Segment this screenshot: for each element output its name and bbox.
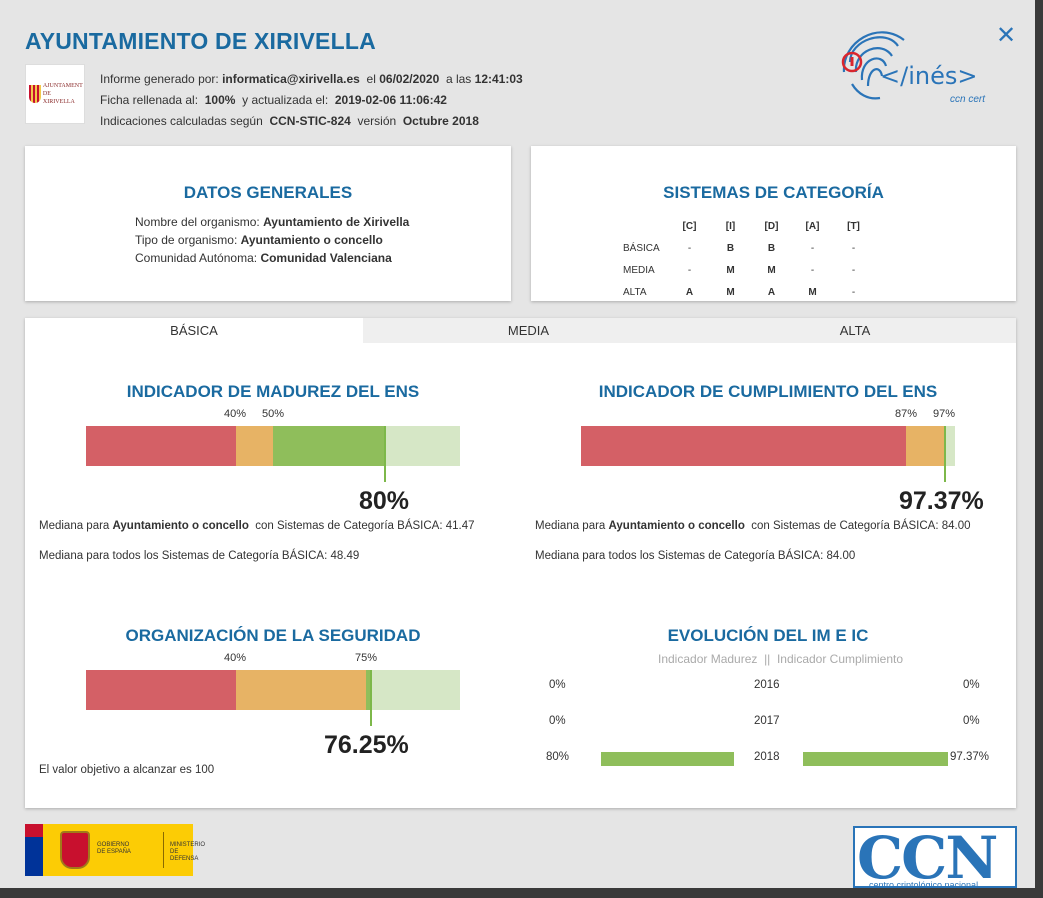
category-tabs: BÁSICA MEDIA ALTA xyxy=(25,318,1016,343)
evo-year: 2017 xyxy=(754,715,780,727)
madurez-marker xyxy=(384,426,387,482)
evo-im-bar xyxy=(601,752,734,766)
sistemas-title: SISTEMAS DE CATEGORÍA xyxy=(663,183,884,202)
cumplimiento-median-all: Mediana para todos los Sistemas de Categ… xyxy=(535,550,856,562)
madurez-value: 80% xyxy=(359,487,410,515)
evo-ic-bar xyxy=(803,752,948,766)
meta-date: 06/02/2020 xyxy=(379,72,440,86)
evo-im-value: 0% xyxy=(549,715,566,727)
bar-segment-green xyxy=(272,426,386,466)
sistemas-card: SISTEMAS DE CATEGORÍA [C] [I] [D] [A] [T… xyxy=(531,146,1016,301)
close-icon[interactable]: ✕ xyxy=(996,22,1017,49)
cumplimiento-tick-2: 97% xyxy=(933,408,956,420)
eu-flag-icon xyxy=(25,824,43,876)
organizacion-marker xyxy=(370,670,373,726)
meta-time: 12:41:03 xyxy=(474,72,523,86)
evo-ic-value: 97.37% xyxy=(950,751,990,763)
bar-segment-red xyxy=(581,426,907,466)
evo-im-value: 0% xyxy=(549,679,566,691)
meta-fill: 100% xyxy=(204,93,236,107)
ccn-logo-letters: CCN xyxy=(857,826,998,888)
coat-of-arms-icon xyxy=(60,831,90,869)
evo-ic-value: 0% xyxy=(963,679,980,691)
indicators-panel: BÁSICA MEDIA ALTA INDICADOR DE MADUREZ D… xyxy=(25,318,1016,808)
tab-media[interactable]: MEDIA xyxy=(363,318,694,343)
evo-year: 2016 xyxy=(754,679,780,691)
ines-logo-text: </inés> xyxy=(880,62,977,90)
dg-row: Comunidad Autónoma: Comunidad Valenciana xyxy=(135,251,392,265)
madurez-tick-2: 50% xyxy=(262,408,285,420)
bar-segment-red xyxy=(86,426,236,466)
organizacion-title: ORGANIZACIÓN DE LA SEGURIDAD xyxy=(125,626,421,645)
dg-row: Nombre del organismo: Ayuntamiento de Xi… xyxy=(135,215,410,229)
category-header-row: [C] [I] [D] [A] [T] xyxy=(623,216,873,236)
cumplimiento-median-type: Mediana para Ayuntamiento o concello con… xyxy=(535,520,971,532)
meta-updated: 2019-02-06 11:06:42 xyxy=(334,93,447,107)
crest-shield-icon xyxy=(29,85,41,103)
organizacion-note: El valor objetivo a alcanzar es 100 xyxy=(39,764,215,776)
organizacion-bar xyxy=(86,670,460,710)
category-table: [C] [I] [D] [A] [T] BÁSICA - B B - - MED… xyxy=(621,214,875,304)
meta-version: Octubre 2018 xyxy=(402,114,479,128)
crest-text-2: DE XIRIVELLA xyxy=(42,91,75,105)
cumplimiento-bar xyxy=(581,426,955,466)
table-row: ALTA A M A M - xyxy=(623,286,856,298)
ines-logo-sub: ccn cert xyxy=(950,94,986,105)
bar-segment-remaining xyxy=(945,426,955,466)
meta-line-1: Informe generado por: informatica@xirive… xyxy=(100,72,523,86)
ccn-logo: CCN centro criptológico nacional xyxy=(853,826,1017,888)
datos-generales-card: DATOS GENERALES Nombre del organismo: Ay… xyxy=(25,146,511,301)
meta-user: informatica@xirivella.es xyxy=(222,72,360,86)
bar-segment-remaining xyxy=(385,426,460,466)
ines-logo: </inés> ccn cert xyxy=(841,31,986,105)
meta-line-3: Indicaciones calculadas según CCN-STIC-8… xyxy=(100,114,479,128)
evo-im-value: 80% xyxy=(546,751,570,763)
meta-guide: CCN-STIC-824 xyxy=(269,114,351,128)
organizacion-tick-1: 40% xyxy=(224,652,247,664)
madurez-bar xyxy=(86,426,460,466)
evo-ic-value: 0% xyxy=(963,715,980,727)
municipality-logo: AJUNTAMENT DE XIRIVELLA xyxy=(25,64,85,124)
ccn-logo-caption: centro criptológico nacional xyxy=(869,880,979,888)
fingerprint-icon xyxy=(842,31,905,100)
cumplimiento-tick-1: 87% xyxy=(895,408,918,420)
evolucion-subtitle: Indicador Madurez || Indicador Cumplimie… xyxy=(658,652,904,666)
bar-segment-green xyxy=(366,670,372,710)
gobierno-espana-logo: GOBIERNO DE ESPAÑA MINISTERIO DE DEFENSA xyxy=(25,824,205,876)
madurez-median-all: Mediana para todos los Sistemas de Categ… xyxy=(39,550,360,562)
page-title: AYUNTAMIENTO DE XIRIVELLA xyxy=(25,28,376,54)
cumplimiento-title: INDICADOR DE CUMPLIMIENTO DEL ENS xyxy=(598,382,938,401)
madurez-tick-1: 40% xyxy=(224,408,247,420)
evo-year: 2018 xyxy=(754,751,780,763)
madurez-title: INDICADOR DE MADUREZ DEL ENS xyxy=(126,382,420,401)
datos-generales-title: DATOS GENERALES xyxy=(183,183,353,202)
madurez-median-type: Mediana para Ayuntamiento o concello con… xyxy=(39,520,475,532)
cumplimiento-marker xyxy=(944,426,947,482)
bar-segment-red xyxy=(86,670,236,710)
col-header: [A] xyxy=(805,220,820,232)
tab-basica[interactable]: BÁSICA xyxy=(25,318,363,343)
organizacion-tick-2: 75% xyxy=(355,652,378,664)
organizacion-value: 76.25% xyxy=(324,731,409,759)
bar-segment-orange xyxy=(235,426,273,466)
col-header: [I] xyxy=(725,220,736,232)
bar-segment-orange xyxy=(906,426,944,466)
table-row: MEDIA - M M - - xyxy=(623,264,856,276)
col-header: [D] xyxy=(764,220,779,232)
crest-text-1: AJUNTAMENT xyxy=(42,83,83,89)
tab-alta[interactable]: ALTA xyxy=(694,318,1016,343)
cumplimiento-value: 97.37% xyxy=(899,487,984,515)
evolucion-title: EVOLUCIÓN DEL IM E IC xyxy=(667,626,869,645)
table-row: BÁSICA - B B - - xyxy=(623,242,856,254)
report-meta: Informe generado por: informatica@xirive… xyxy=(100,69,523,132)
col-header: [C] xyxy=(682,220,697,232)
col-header: [T] xyxy=(847,220,860,232)
bar-segment-orange xyxy=(235,670,367,710)
bar-segment-remaining xyxy=(371,670,460,710)
meta-line-2: Ficha rellenada al: 100% y actualizada e… xyxy=(100,93,447,107)
dg-row: Tipo de organismo: Ayuntamiento o concel… xyxy=(135,233,383,247)
